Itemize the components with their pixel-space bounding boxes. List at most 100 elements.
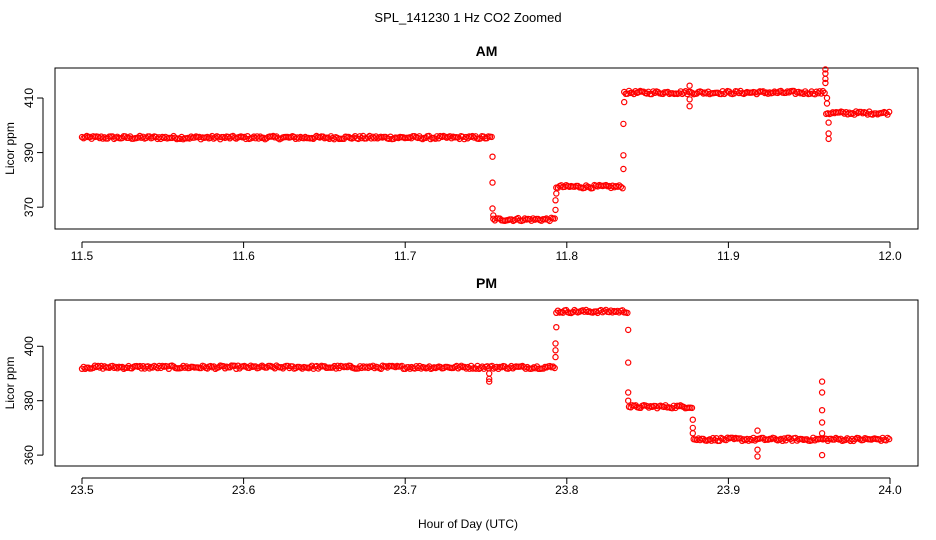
data-point (759, 88, 767, 95)
data-point (488, 133, 495, 141)
data-point (624, 309, 631, 317)
data-point (553, 324, 560, 331)
x-tick-label: 23.8 (555, 483, 579, 497)
data-point (469, 132, 476, 140)
y-axis-label: Licor ppm (3, 357, 17, 410)
data-point (549, 363, 557, 370)
data-point (825, 119, 832, 126)
data-point (551, 215, 558, 222)
x-tick-label: 23.7 (394, 483, 418, 497)
data-point (882, 109, 890, 117)
data-point (552, 340, 559, 347)
series-points (78, 66, 893, 225)
y-axis-label: Licor ppm (3, 122, 17, 175)
data-point (754, 453, 761, 460)
data-point (625, 359, 632, 366)
y-tick-label: 360 (22, 445, 36, 465)
data-point (818, 378, 826, 385)
data-point (489, 205, 496, 212)
data-point (552, 206, 559, 214)
x-tick-label: 11.7 (394, 249, 417, 263)
panel-pm: PM 23.5 23.6 23.7 23.8 23.9 24.0 360 380 400 Licor… (3, 275, 919, 497)
data-point (620, 152, 627, 159)
data-point (818, 451, 826, 459)
data-point (490, 212, 497, 219)
data-point (818, 430, 826, 437)
data-point (886, 435, 893, 443)
data-point (617, 183, 625, 190)
data-point (822, 66, 829, 73)
data-point (689, 424, 697, 432)
x-tick-label: 24.0 (878, 483, 902, 497)
data-point (489, 153, 496, 160)
data-point (625, 389, 632, 396)
plot-frame (54, 67, 919, 230)
panel-title: PM (476, 275, 497, 291)
x-tick-label: 23.9 (717, 483, 741, 497)
data-point (551, 364, 558, 372)
data-point (745, 437, 752, 444)
data-point (688, 404, 696, 412)
data-point (625, 326, 632, 334)
data-point (94, 362, 102, 370)
data-point (552, 347, 559, 354)
data-point (489, 179, 496, 186)
plot-frame (54, 299, 919, 467)
data-point (825, 130, 832, 137)
figure-title: SPL_141230 1 Hz CO2 Zoomed (374, 10, 561, 25)
data-point (574, 182, 582, 190)
data-point (689, 416, 697, 423)
data-point (689, 430, 697, 437)
y-tick-label: 370 (22, 197, 36, 217)
data-point (553, 190, 560, 197)
x-tick-label: 12.0 (878, 249, 902, 263)
data-point (686, 82, 693, 89)
panel-am: AM 11.5 11.6 11.7 11.8 11.9 12.0 370 390 410 Licor… (3, 43, 919, 263)
data-point (621, 98, 628, 106)
data-point (818, 389, 826, 396)
x-tick-label: 11.9 (717, 249, 740, 263)
panel-title: AM (476, 43, 498, 59)
data-point (486, 370, 493, 377)
y-tick-label: 410 (22, 88, 36, 108)
data-point (825, 135, 832, 143)
data-point (146, 365, 153, 372)
data-point (851, 111, 858, 118)
x-tick-label: 11.6 (232, 249, 255, 263)
data-point (552, 353, 559, 361)
data-point (822, 79, 829, 87)
x-tick-label: 23.5 (70, 483, 94, 497)
data-point (754, 427, 761, 434)
data-point (686, 96, 693, 103)
data-point (486, 375, 493, 383)
data-point (821, 89, 828, 97)
data-point (620, 165, 627, 173)
data-point (818, 407, 826, 414)
data-point (686, 102, 693, 110)
data-point (619, 184, 626, 192)
series-points (78, 306, 893, 460)
data-point (538, 217, 545, 224)
data-point (823, 94, 831, 102)
data-point (886, 108, 893, 116)
data-point (136, 132, 143, 140)
data-point (620, 120, 627, 128)
panels: AM 11.5 11.6 11.7 11.8 11.9 12.0 370 390 410 Licor… (3, 43, 919, 497)
data-point (754, 446, 761, 453)
data-point (463, 365, 470, 372)
data-point (822, 75, 829, 83)
data-point (486, 378, 493, 385)
y-tick-label: 390 (22, 142, 36, 162)
data-point (818, 419, 826, 426)
data-point (625, 397, 632, 404)
data-point (257, 133, 264, 140)
x-axis-label: Hour of Day (UTC) (418, 517, 518, 531)
x-tick-label: 11.5 (71, 249, 94, 263)
data-point (552, 197, 559, 204)
data-point (458, 362, 465, 369)
y-tick-label: 380 (22, 390, 36, 410)
x-tick-label: 11.8 (556, 249, 579, 263)
data-point (823, 100, 831, 107)
